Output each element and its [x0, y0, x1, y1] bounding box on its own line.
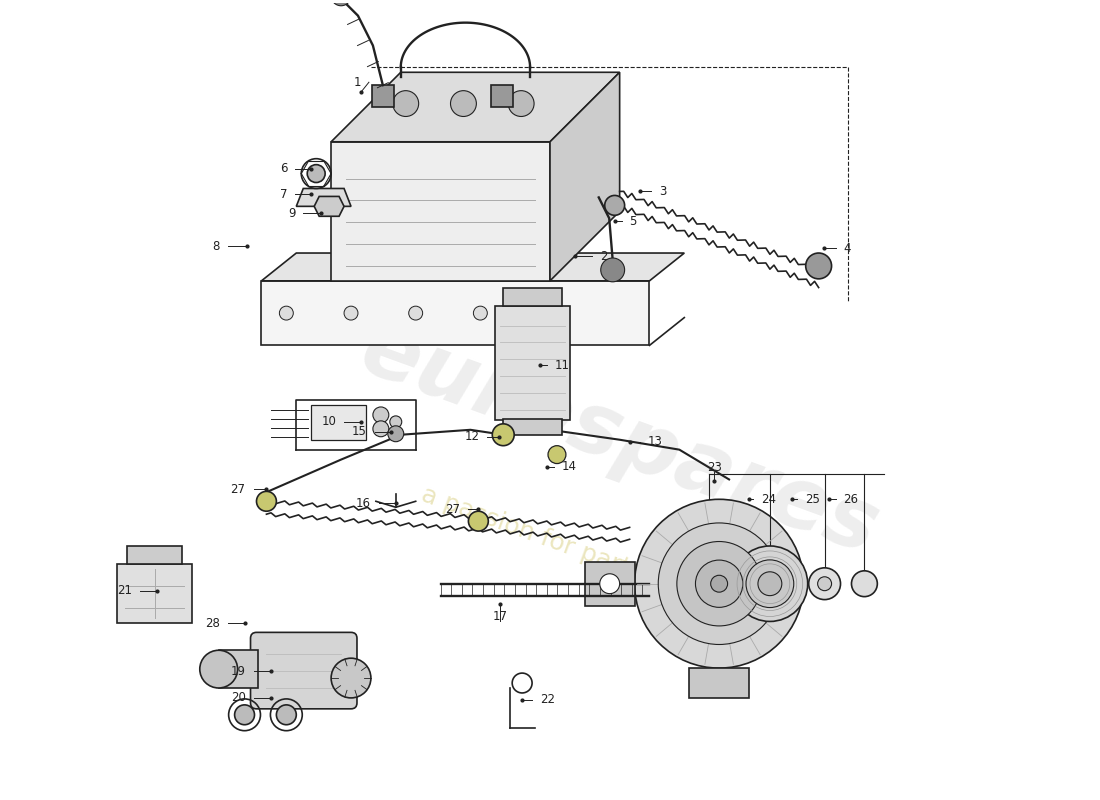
- Text: 3: 3: [659, 185, 667, 198]
- Text: 24: 24: [761, 493, 776, 506]
- Text: a passion for parts since 1985: a passion for parts since 1985: [418, 483, 782, 635]
- Bar: [118, 564, 191, 623]
- Text: 2: 2: [600, 250, 607, 262]
- Polygon shape: [315, 197, 344, 216]
- Circle shape: [851, 571, 878, 597]
- Bar: [311, 405, 366, 440]
- FancyBboxPatch shape: [251, 632, 358, 709]
- Bar: [495, 306, 570, 420]
- Text: 27: 27: [231, 483, 245, 496]
- Bar: [503, 419, 562, 434]
- Text: 23: 23: [706, 461, 722, 474]
- Polygon shape: [262, 253, 684, 281]
- Bar: [219, 650, 258, 688]
- Bar: [128, 546, 182, 564]
- Circle shape: [389, 416, 402, 428]
- Circle shape: [676, 542, 761, 626]
- Circle shape: [373, 407, 388, 423]
- Text: 8: 8: [212, 239, 220, 253]
- Circle shape: [658, 523, 780, 645]
- Text: 10: 10: [321, 415, 337, 428]
- Circle shape: [548, 446, 565, 463]
- Text: 4: 4: [844, 242, 851, 254]
- Text: 16: 16: [356, 497, 371, 510]
- Text: 1: 1: [353, 76, 361, 89]
- Circle shape: [808, 568, 840, 600]
- Text: 20: 20: [231, 691, 245, 705]
- Circle shape: [711, 575, 727, 592]
- Polygon shape: [550, 72, 619, 281]
- Bar: [372, 86, 394, 107]
- Text: 14: 14: [562, 460, 576, 473]
- Circle shape: [746, 560, 794, 607]
- Polygon shape: [331, 142, 550, 281]
- Circle shape: [331, 658, 371, 698]
- Circle shape: [200, 650, 238, 688]
- Circle shape: [635, 499, 804, 668]
- Circle shape: [388, 426, 404, 442]
- Text: 7: 7: [279, 188, 287, 201]
- Text: 5: 5: [629, 214, 637, 228]
- Circle shape: [605, 195, 625, 215]
- Circle shape: [805, 253, 832, 279]
- Polygon shape: [585, 562, 635, 606]
- Text: 13: 13: [648, 435, 662, 448]
- Text: 22: 22: [540, 694, 556, 706]
- Circle shape: [469, 511, 488, 531]
- Circle shape: [256, 491, 276, 511]
- Circle shape: [279, 306, 294, 320]
- Text: 25: 25: [805, 493, 820, 506]
- Circle shape: [373, 421, 388, 437]
- Text: eurospares: eurospares: [350, 308, 890, 572]
- Text: 27: 27: [446, 502, 461, 516]
- Polygon shape: [296, 189, 351, 206]
- Circle shape: [276, 705, 296, 725]
- Text: 19: 19: [231, 665, 245, 678]
- Circle shape: [600, 574, 619, 594]
- Polygon shape: [331, 72, 619, 142]
- Text: 17: 17: [493, 610, 508, 623]
- Circle shape: [695, 560, 743, 607]
- Text: 15: 15: [352, 426, 367, 438]
- Circle shape: [234, 705, 254, 725]
- Polygon shape: [262, 281, 649, 346]
- Text: 28: 28: [205, 617, 220, 630]
- Circle shape: [393, 90, 419, 117]
- Circle shape: [451, 90, 476, 117]
- Text: 6: 6: [279, 162, 287, 175]
- Text: 12: 12: [464, 430, 480, 443]
- Circle shape: [601, 258, 625, 282]
- Text: 11: 11: [556, 358, 570, 372]
- Circle shape: [508, 90, 535, 117]
- Circle shape: [307, 165, 326, 182]
- Circle shape: [344, 306, 358, 320]
- Circle shape: [493, 424, 514, 446]
- Circle shape: [733, 546, 807, 622]
- Circle shape: [758, 572, 782, 596]
- Polygon shape: [690, 668, 749, 698]
- Circle shape: [409, 306, 422, 320]
- Circle shape: [331, 0, 351, 6]
- Circle shape: [473, 306, 487, 320]
- Circle shape: [817, 577, 832, 590]
- Bar: [503, 288, 562, 306]
- Text: 9: 9: [288, 207, 295, 220]
- Text: 26: 26: [844, 493, 858, 506]
- Text: 21: 21: [117, 584, 132, 597]
- Bar: [492, 86, 514, 107]
